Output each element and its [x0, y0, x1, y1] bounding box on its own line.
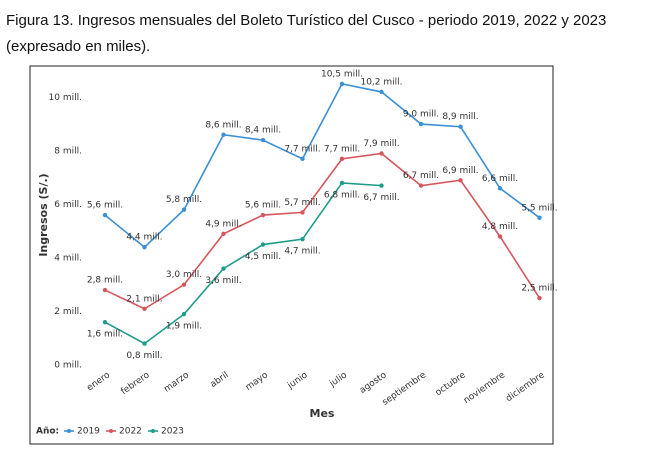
x-tick-label: agosto [358, 370, 389, 396]
data-label: 4,9 mill. [205, 219, 241, 229]
data-label: 8,6 mill. [205, 120, 241, 130]
data-label: 4,7 mill. [284, 247, 320, 257]
data-label: 7,9 mill. [363, 139, 399, 149]
data-label: 6,9 mill. [442, 166, 478, 176]
y-tick-label: 2 mill. [54, 307, 82, 317]
point [537, 215, 542, 220]
y-tick-label: 4 mill. [54, 253, 82, 263]
data-label: 8,4 mill. [245, 126, 281, 136]
x-tick-label: octubre [434, 370, 468, 398]
data-label: 6,8 mill. [324, 190, 360, 200]
point [102, 287, 108, 293]
data-label: 9,0 mill. [403, 110, 439, 120]
legend-label: 2023 [161, 427, 184, 437]
point [221, 231, 226, 237]
series-line [104, 82, 540, 249]
point [142, 245, 147, 250]
series-line [104, 152, 541, 310]
legend-label: 2019 [77, 427, 100, 437]
data-label: 5,5 mill. [521, 203, 557, 213]
data-label: 4,8 mill. [482, 222, 518, 232]
data-label: 4,4 mill. [126, 233, 162, 243]
data-label: 4,5 mill. [245, 252, 281, 262]
x-tick-label: diciembre [504, 370, 547, 404]
data-label: 7,7 mill. [324, 144, 360, 154]
point [379, 183, 384, 188]
legend-marker [109, 429, 113, 433]
point [379, 151, 384, 156]
data-label: 5,6 mill. [245, 201, 281, 211]
point [300, 156, 305, 162]
x-tick-label: noviembre [462, 370, 508, 406]
data-label: 3,0 mill. [166, 270, 202, 280]
point [537, 295, 542, 301]
data-label: 2,1 mill. [126, 294, 162, 304]
point [221, 266, 226, 271]
x-tick-label: junio [285, 370, 310, 392]
x-tick-label: abril [209, 370, 231, 390]
y-tick-label: 6 mill. [54, 200, 82, 210]
x-axis-title: Mes [310, 407, 335, 420]
legend-title: Año: [36, 427, 59, 437]
data-label: 10,5 mill. [321, 69, 363, 79]
point [260, 137, 266, 143]
data-label: 10,2 mill. [360, 77, 402, 87]
point [339, 81, 345, 87]
x-tick-label: septiembre [381, 370, 429, 408]
legend-marker [67, 429, 71, 433]
data-label: 1,6 mill. [87, 330, 123, 340]
point [339, 156, 345, 162]
point [458, 178, 463, 183]
point [458, 124, 463, 129]
data-label: 3,6 mill. [205, 276, 241, 286]
y-tick-label: 0 mill. [54, 361, 82, 371]
point [102, 212, 108, 218]
x-tick-label: julio [327, 370, 349, 390]
point [339, 180, 345, 186]
chart-title: Figura 13. Ingresos mensuales del Boleto… [6, 12, 607, 55]
data-label: 1,9 mill. [166, 322, 202, 332]
legend-label: 2022 [119, 427, 142, 437]
point [181, 311, 187, 317]
point [497, 234, 503, 239]
point [260, 212, 266, 218]
point [300, 236, 305, 242]
point [418, 183, 424, 188]
x-tick-label: enero [85, 370, 112, 393]
point [181, 282, 187, 287]
x-tick-label: marzo [162, 370, 191, 395]
x-tick-label: mayo [244, 370, 271, 393]
chart-frame [29, 65, 554, 445]
data-label: 8,9 mill. [442, 112, 478, 122]
data-label: 5,7 mill. [284, 198, 320, 208]
data-label: 6,6 mill. [482, 174, 518, 184]
data-label: 6,7 mill. [363, 193, 399, 203]
legend-marker [151, 429, 155, 433]
point [418, 121, 424, 127]
y-axis-title: Ingresos (S/.) [37, 173, 50, 256]
point [102, 319, 108, 325]
point [221, 132, 226, 137]
data-label: 6,7 mill. [403, 171, 439, 181]
point [260, 242, 266, 247]
y-tick-label: 10 mill. [49, 93, 82, 103]
data-label: 2,8 mill. [87, 276, 123, 286]
point [497, 186, 503, 191]
data-label: 5,6 mill. [87, 201, 123, 211]
point [300, 210, 305, 215]
series-line [104, 182, 382, 345]
point [142, 341, 147, 346]
data-label: 0,8 mill. [126, 351, 162, 361]
x-tick-label: febrero [119, 370, 152, 397]
data-label: 2,5 mill. [521, 284, 557, 294]
point [181, 207, 187, 212]
data-label: 5,8 mill. [166, 195, 202, 205]
y-tick-label: 8 mill. [54, 146, 82, 156]
point [379, 89, 384, 95]
point [142, 306, 147, 311]
data-label: 7,7 mill. [284, 144, 320, 154]
